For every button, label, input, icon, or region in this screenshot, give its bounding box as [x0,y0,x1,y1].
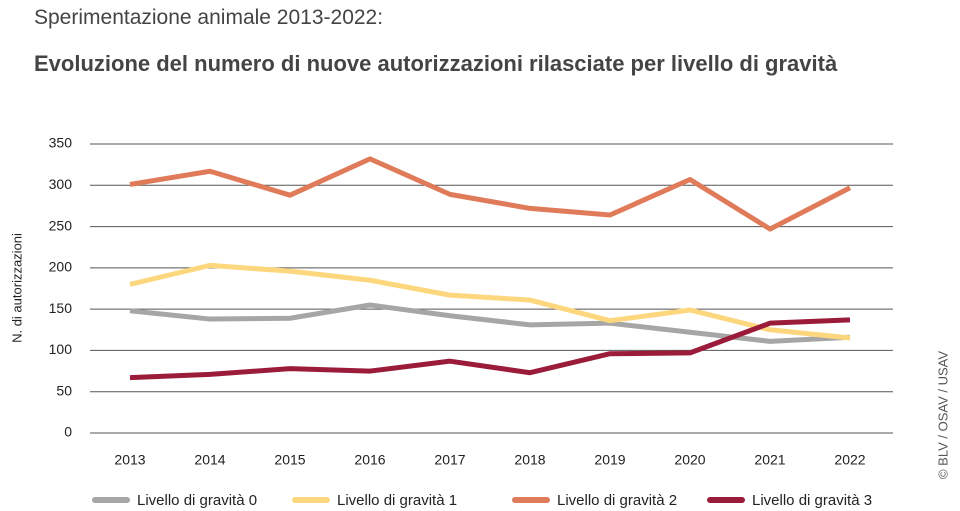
x-tick-label: 2018 [514,452,545,468]
x-tick-label: 2017 [434,452,465,468]
credit: © BLV / OSAV / USAV [935,351,950,479]
y-tick-label: 100 [49,341,73,357]
y-tick-label: 150 [49,300,73,316]
line [129,317,851,381]
x-tick-label: 2022 [834,452,865,468]
legend-label: Livello di gravità 0 [137,492,257,509]
line [129,262,851,341]
legend-label: Livello di gravità 3 [752,492,872,509]
legend-label: Livello di gravità 1 [337,492,457,509]
y-tick-label: 350 [49,135,73,151]
legend-label: Livello di gravità 2 [557,492,677,509]
line [129,156,852,232]
x-tick-label: 2015 [274,452,305,468]
y-tick-label: 0 [64,424,72,440]
x-tick-label: 2021 [754,452,785,468]
x-tick-label: 2019 [594,452,625,468]
y-tick-label: 200 [49,259,73,275]
x-tick-label: 2020 [674,452,705,468]
y-axis-label: N. di autorizzazioni [9,233,24,343]
y-tick-label: 50 [56,382,72,398]
y-tick-label: 300 [49,176,73,192]
supertitle: Sperimentazione animale 2013-2022: [34,6,384,29]
chart-title: Evoluzione del numero di nuove autorizza… [34,51,838,76]
x-tick-label: 2016 [354,452,385,468]
x-tick-label: 2014 [194,452,225,468]
y-tick-label: 250 [49,217,73,233]
x-tick-label: 2013 [114,452,145,468]
